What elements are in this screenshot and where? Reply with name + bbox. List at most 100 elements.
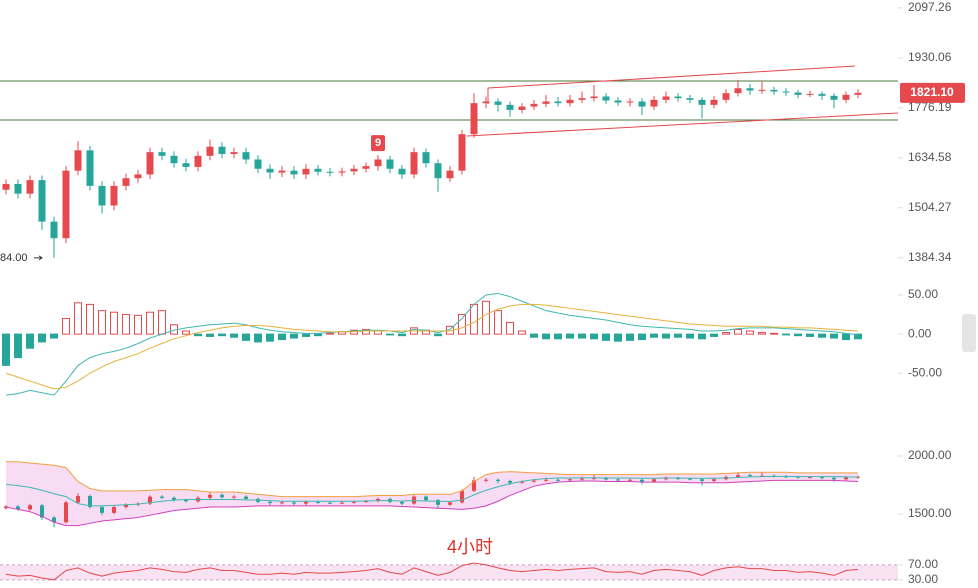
candle-body xyxy=(182,163,190,167)
macd-bar xyxy=(302,333,310,337)
candle-body xyxy=(566,99,574,104)
y-tick-label: 1776.19 xyxy=(908,100,952,114)
macd-bar xyxy=(50,333,58,339)
candle-body xyxy=(700,479,704,481)
macd-bar xyxy=(218,333,226,337)
candle-body xyxy=(410,152,418,175)
macd-bar xyxy=(326,332,334,335)
candle-body xyxy=(470,103,478,135)
candle-body xyxy=(520,481,524,483)
candle-body xyxy=(518,106,526,110)
candle-body xyxy=(782,91,790,93)
candle-body xyxy=(532,480,536,482)
macd-bar xyxy=(494,310,502,335)
candle-body xyxy=(38,180,46,222)
candle-body xyxy=(386,159,394,169)
candle-body xyxy=(556,479,560,481)
macd-bar xyxy=(110,311,118,335)
candle-body xyxy=(314,168,322,172)
channel-line xyxy=(466,112,899,137)
candle-body xyxy=(194,155,202,167)
y-tick-label: 2097.26 xyxy=(908,0,952,14)
candle-body xyxy=(374,159,382,167)
candle-body xyxy=(436,500,440,505)
scroll-handle[interactable] xyxy=(962,314,976,352)
macd-bar xyxy=(842,333,850,341)
macd-bar xyxy=(674,333,682,338)
candle-body xyxy=(830,95,838,100)
y-tick-label: 1634.58 xyxy=(908,150,952,164)
candle-body xyxy=(698,99,706,105)
candle-body xyxy=(350,168,358,172)
macd-bar xyxy=(242,333,250,341)
candle-body xyxy=(422,152,430,164)
macd-bar xyxy=(122,314,130,335)
macd-bar xyxy=(158,310,166,335)
candle-body xyxy=(820,477,824,479)
macd-bar xyxy=(626,333,634,341)
candle-body xyxy=(844,477,848,480)
boll-line xyxy=(5,475,859,507)
candle-body xyxy=(302,168,310,175)
candle-body xyxy=(554,101,562,104)
boll-line xyxy=(5,479,859,527)
channel-line xyxy=(487,65,856,89)
macd-bar xyxy=(362,328,370,335)
candle-body xyxy=(266,168,274,173)
candle-body xyxy=(148,496,152,504)
macd-line xyxy=(5,292,859,396)
candle-body xyxy=(484,479,488,481)
candle-body xyxy=(710,99,718,105)
candle-body xyxy=(362,166,370,169)
candle-body xyxy=(220,494,224,498)
td-marker xyxy=(371,135,385,152)
candle-body xyxy=(398,168,406,175)
candle-body xyxy=(278,170,286,173)
candle-body xyxy=(734,88,742,94)
candle-body xyxy=(544,479,548,481)
macd-bar xyxy=(566,333,574,339)
candle-body xyxy=(206,146,214,156)
candle-body xyxy=(640,479,644,482)
macd-bar xyxy=(146,311,154,335)
macd-bar xyxy=(710,333,718,337)
macd-bar xyxy=(86,303,94,335)
candle-body xyxy=(794,92,802,95)
candle-body xyxy=(170,155,178,164)
y-tick-label: -50.00 xyxy=(908,365,942,379)
macd-bar xyxy=(434,333,442,337)
candle-body xyxy=(52,517,56,523)
candle-body xyxy=(568,479,572,481)
macd-bar xyxy=(278,333,286,341)
candle-body xyxy=(14,183,22,194)
macd-bar xyxy=(254,333,262,343)
candle-body xyxy=(808,477,812,479)
macd-bar xyxy=(314,333,322,337)
y-tick-label: 50.00 xyxy=(908,287,938,301)
candle-body xyxy=(460,490,464,503)
macd-bar xyxy=(734,328,742,335)
candle-body xyxy=(614,100,622,103)
boll-line xyxy=(6,461,858,498)
candle-body xyxy=(316,501,320,503)
candle-body xyxy=(686,98,694,100)
candle-body xyxy=(434,163,442,179)
candle-body xyxy=(376,498,380,502)
candle-body xyxy=(616,479,620,481)
macd-bar xyxy=(794,333,802,337)
y-tick-label: 70.00 xyxy=(908,557,938,571)
macd-bar xyxy=(578,333,586,339)
y-tick-label: 2000.00 xyxy=(908,448,952,462)
candle-body xyxy=(2,183,10,190)
macd-bar xyxy=(698,333,706,340)
candle-body xyxy=(26,180,34,194)
candle-body xyxy=(218,146,226,154)
macd-bar xyxy=(806,333,814,337)
candle-body xyxy=(74,150,82,171)
macd-bar xyxy=(542,333,550,340)
candle-body xyxy=(854,92,862,95)
candle-body xyxy=(770,89,778,92)
candle-body xyxy=(592,478,596,480)
candle-body xyxy=(400,501,404,504)
candle-body xyxy=(328,502,332,504)
